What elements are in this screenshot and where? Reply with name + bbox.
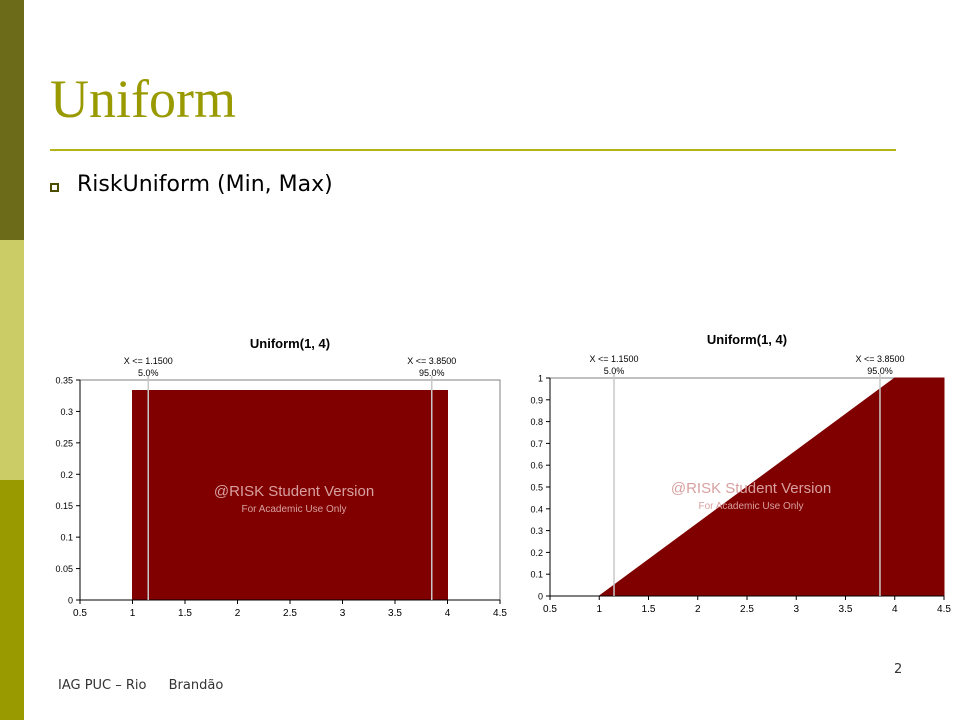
percentile-marker-pct: 95.0% <box>867 366 893 376</box>
pdf-chart-svg: @RISK Student Version For Academic Use On… <box>55 336 507 619</box>
cdf-chart: @RISK Student Version For Academic Use On… <box>508 318 958 658</box>
percentile-marker-pct: 95.0% <box>419 368 445 378</box>
x-tick-label: 4 <box>892 604 898 615</box>
y-tick-label: 0.6 <box>530 461 543 471</box>
y-tick-label: 0.15 <box>55 501 73 511</box>
x-tick-label: 4.5 <box>493 608 507 619</box>
y-tick-label: 1 <box>538 374 543 384</box>
y-tick-label: 0.3 <box>60 407 73 417</box>
chart-title: Uniform(1, 4) <box>250 336 330 351</box>
x-tick-label: 4.5 <box>937 604 951 615</box>
watermark-line-1: @RISK Student Version <box>671 480 831 497</box>
y-tick-label: 0 <box>68 596 73 606</box>
y-tick-label: 0.8 <box>530 417 543 427</box>
x-tick-label: 2.5 <box>283 608 297 619</box>
y-tick-label: 0 <box>538 592 543 602</box>
x-tick-label: 1.5 <box>178 608 192 619</box>
y-tick-label: 0.3 <box>530 526 543 536</box>
percentile-marker-label: X <= 3.8500 <box>855 354 904 364</box>
y-tick-label: 0.35 <box>55 376 73 386</box>
x-tick-label: 2.5 <box>740 604 754 615</box>
title-underline <box>50 149 896 151</box>
side-bar-light <box>0 240 24 480</box>
x-tick-label: 1 <box>596 604 602 615</box>
footer: IAG PUC – Rio Brandão <box>58 678 223 693</box>
watermark-line-1: @RISK Student Version <box>214 483 374 500</box>
watermark-line-2: For Academic Use Only <box>241 504 346 515</box>
percentile-marker-label: X <= 1.1500 <box>590 354 639 364</box>
x-tick-label: 2 <box>695 604 701 615</box>
slide-title: Uniform <box>50 69 236 129</box>
x-tick-label: 3 <box>793 604 799 615</box>
square-bullet-icon <box>50 183 59 192</box>
y-tick-label: 0.5 <box>530 483 543 493</box>
footer-org: IAG PUC – Rio <box>58 678 147 693</box>
x-tick-label: 3 <box>340 608 346 619</box>
x-tick-label: 3.5 <box>388 608 402 619</box>
x-tick-label: 2 <box>235 608 241 619</box>
cdf-chart-svg: @RISK Student Version For Academic Use On… <box>530 332 951 615</box>
page-number: 2 <box>894 662 903 677</box>
y-tick-label: 0.05 <box>55 564 73 574</box>
y-tick-label: 0.9 <box>530 395 543 405</box>
x-tick-label: 1 <box>130 608 136 619</box>
side-bar-dark <box>0 0 24 240</box>
y-tick-label: 0.7 <box>530 439 543 449</box>
y-tick-label: 0.1 <box>530 570 543 580</box>
percentile-marker-label: X <= 1.1500 <box>124 356 173 366</box>
x-tick-label: 0.5 <box>73 608 87 619</box>
percentile-marker-label: X <= 3.8500 <box>407 356 456 366</box>
y-tick-label: 0.2 <box>530 548 543 558</box>
y-tick-label: 0.2 <box>60 470 73 480</box>
pdf-chart: @RISK Student Version For Academic Use On… <box>28 322 512 662</box>
y-tick-label: 0.25 <box>55 438 73 448</box>
percentile-marker-pct: 5.0% <box>604 366 625 376</box>
x-tick-label: 1.5 <box>642 604 656 615</box>
y-tick-label: 0.1 <box>60 533 73 543</box>
watermark-line-2: For Academic Use Only <box>698 501 803 512</box>
x-tick-label: 3.5 <box>839 604 853 615</box>
x-tick-label: 4 <box>445 608 451 619</box>
percentile-marker-pct: 5.0% <box>138 368 159 378</box>
side-bar-mid <box>0 480 24 720</box>
chart-title: Uniform(1, 4) <box>707 332 787 347</box>
x-tick-label: 0.5 <box>543 604 557 615</box>
footer-author: Brandão <box>168 678 224 693</box>
bullet-item: RiskUniform (Min, Max) <box>50 172 333 197</box>
bullet-text: RiskUniform (Min, Max) <box>77 172 333 197</box>
y-tick-label: 0.4 <box>530 504 543 514</box>
